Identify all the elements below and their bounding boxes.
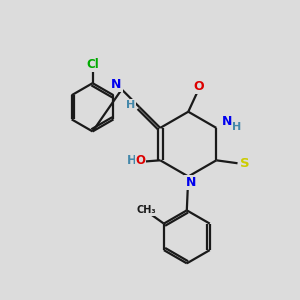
Text: O: O — [136, 154, 146, 167]
Text: O: O — [193, 80, 204, 93]
Text: H: H — [232, 122, 242, 132]
Text: N: N — [111, 78, 122, 91]
Text: CH₃: CH₃ — [136, 206, 156, 215]
Text: H: H — [127, 154, 137, 167]
Text: S: S — [240, 157, 250, 170]
Text: Cl: Cl — [86, 58, 99, 71]
Text: H: H — [126, 100, 135, 110]
Text: N: N — [185, 176, 196, 190]
Text: N: N — [222, 115, 232, 128]
